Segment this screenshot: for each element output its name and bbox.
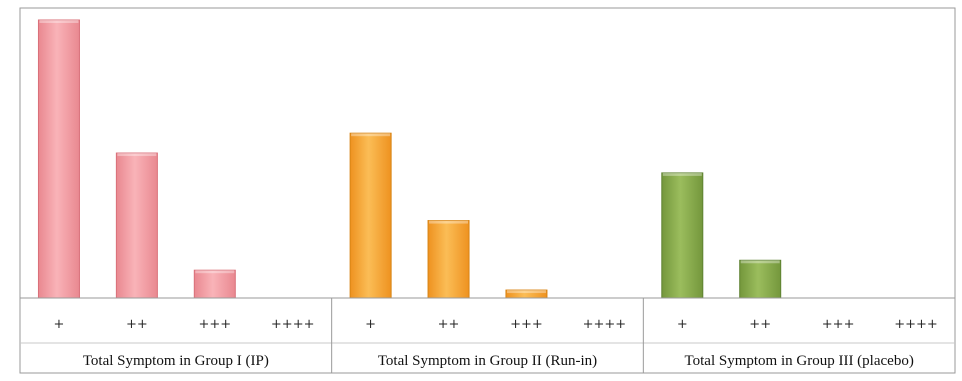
- bar-highlight: [429, 220, 469, 224]
- category-axis: [20, 297, 955, 373]
- tick-label: ++++: [894, 317, 938, 332]
- bar-g2-c1: [349, 132, 392, 299]
- bar-g1-c2: [115, 152, 158, 299]
- tick-label: +++: [510, 317, 543, 332]
- group-label: Total Symptom in Group III (placebo): [685, 353, 914, 369]
- bar-g3-c2: [739, 259, 782, 299]
- tick-label: +: [54, 317, 65, 332]
- tick-label: +: [365, 317, 376, 332]
- group-label: Total Symptom in Group I (IP): [83, 353, 269, 369]
- tick-label: +++: [822, 317, 855, 332]
- bar-highlight: [117, 153, 157, 157]
- axis-labels: + ++ +++ ++++Total Symptom in Group I (IP)+…: [54, 317, 938, 369]
- bar-g2-c2: [427, 220, 470, 299]
- bars-layer: [37, 19, 782, 299]
- tick-label: ++++: [583, 317, 627, 332]
- bar-highlight: [662, 172, 702, 176]
- plot-frame: [19, 7, 956, 374]
- bar-highlight: [740, 260, 780, 264]
- bar-highlight: [351, 133, 391, 137]
- tick-label: ++: [126, 317, 148, 332]
- tick-label: ++: [438, 317, 460, 332]
- tick-label: ++++: [271, 317, 315, 332]
- bar-g1-c1: [37, 19, 80, 299]
- bar-highlight: [195, 270, 235, 274]
- bar-g3-c1: [661, 172, 704, 299]
- tick-label: +: [677, 317, 688, 332]
- bar-highlight: [506, 290, 546, 294]
- bar-g1-c3: [193, 269, 236, 299]
- bar-highlight: [39, 20, 79, 23]
- tick-label: ++: [749, 317, 771, 332]
- group-label: Total Symptom in Group II (Run-in): [378, 353, 597, 369]
- tick-label: +++: [198, 317, 231, 332]
